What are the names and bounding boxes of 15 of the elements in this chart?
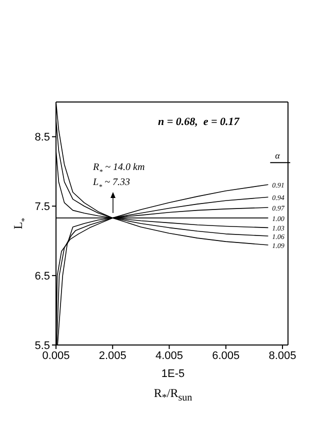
y-tick-label: 6.5 bbox=[34, 270, 50, 282]
x-axis-title: R$_{*}$/R$_{sun}$ bbox=[152, 386, 194, 404]
text: n = 0.68, e = 0.17 bbox=[158, 116, 240, 128]
text: 1E-5 bbox=[160, 368, 186, 380]
annotation: R$_{*}$ ~ 14.0 km bbox=[92, 162, 145, 176]
x-tick-label: 0.005 bbox=[42, 350, 70, 362]
x-tick-label: 6.005 bbox=[212, 350, 240, 362]
x-tick-label: 4.005 bbox=[155, 350, 184, 362]
y-tick-label: 8.5 bbox=[34, 132, 50, 144]
x-tick-label: 2.005 bbox=[98, 350, 126, 362]
x-tick-label: 8.005 bbox=[268, 350, 296, 362]
y-tick-label: 5.5 bbox=[34, 340, 50, 352]
y-tick-label: 7.5 bbox=[34, 201, 50, 214]
annotation: L$_{*}$ ~ 7.33 bbox=[92, 177, 130, 191]
legend-title: α bbox=[275, 150, 280, 161]
